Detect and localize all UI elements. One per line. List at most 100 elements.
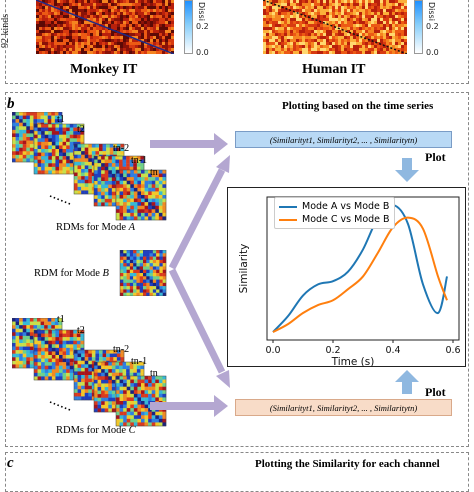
rdm-cell xyxy=(104,408,109,413)
heatmap-cell xyxy=(165,3,168,6)
heatmap-cell xyxy=(141,51,144,54)
heatmap-cell xyxy=(341,18,344,21)
heatmap-cell xyxy=(90,33,93,36)
heatmap-cell xyxy=(374,48,377,51)
heatmap-cell xyxy=(132,18,135,21)
rdm-cell xyxy=(22,353,27,358)
heatmap-cell xyxy=(75,27,78,30)
rdm-cell xyxy=(126,383,131,387)
rdm-cell xyxy=(37,362,42,366)
heatmap-cell xyxy=(138,42,141,45)
rdm-cell xyxy=(119,156,123,160)
heatmap-cell xyxy=(63,6,66,9)
rdm-cell xyxy=(88,396,93,401)
rdm-cell xyxy=(119,166,123,171)
rdm-cell xyxy=(41,163,45,168)
rdm-cell xyxy=(22,332,27,337)
rdm-cell xyxy=(151,418,156,423)
rdm-cell xyxy=(144,376,149,380)
heatmap-cell xyxy=(75,9,78,12)
heatmap-cell xyxy=(90,45,93,48)
heatmap-cell xyxy=(51,36,54,39)
rdm-cell xyxy=(22,360,27,365)
rdm-cell xyxy=(94,397,98,402)
heatmap-cell xyxy=(123,12,126,15)
heatmap-cell xyxy=(168,27,171,30)
heatmap-cell xyxy=(350,3,353,6)
heatmap-cell xyxy=(299,0,302,3)
rdm-cell xyxy=(144,180,149,185)
rdm-cell xyxy=(152,286,157,290)
rdm-cell xyxy=(81,357,85,361)
heatmap-cell xyxy=(168,18,171,21)
rdm-cell xyxy=(15,353,20,358)
rdm-cell xyxy=(137,170,142,174)
rdm-cell xyxy=(19,332,23,337)
rdm-cell xyxy=(69,159,74,164)
heatmap-cell xyxy=(102,21,105,24)
rdm-cell xyxy=(126,156,130,160)
heatmap-cell xyxy=(362,0,365,3)
heatmap-cell xyxy=(302,36,305,39)
heatmap-cell xyxy=(296,21,299,24)
heatmap-cell xyxy=(156,18,159,21)
heatmap-cell xyxy=(117,51,120,54)
rdm-cell xyxy=(81,371,85,376)
heatmap-cell xyxy=(108,12,111,15)
rdm-cell xyxy=(41,141,45,146)
heatmap-cell xyxy=(323,39,326,42)
rdm-cell xyxy=(159,253,163,257)
rdm-cell xyxy=(159,276,163,280)
heatmap-cell xyxy=(404,9,407,12)
heatmap-cell xyxy=(305,6,308,9)
rdm-cell xyxy=(162,276,167,280)
heatmap-cell xyxy=(308,45,311,48)
rdm-cell xyxy=(59,333,63,338)
heatmap-cell xyxy=(60,39,63,42)
rdm-cell xyxy=(51,355,56,359)
rdm-cell xyxy=(152,276,157,280)
rdm-cell xyxy=(69,355,74,359)
rdm-cell xyxy=(141,411,145,416)
heatmap-cell xyxy=(45,12,48,15)
heatmap-cell xyxy=(171,6,174,9)
rdm-cell xyxy=(12,154,16,159)
rdm-cell xyxy=(66,362,70,366)
heatmap-cell xyxy=(299,15,302,18)
rdm-cell xyxy=(151,170,156,174)
heatmap-cell xyxy=(356,48,359,51)
mode-b-caption: RDM for Mode B xyxy=(34,268,109,279)
heatmap-cell xyxy=(335,27,338,30)
rdm-cell xyxy=(81,172,85,177)
rdm-cell xyxy=(44,112,48,116)
rdm-cell xyxy=(66,344,70,349)
rdm-cell xyxy=(74,179,78,184)
heatmap-cell xyxy=(66,33,69,36)
rdm-cell xyxy=(133,276,137,280)
heatmap-cell xyxy=(347,45,350,48)
rdm-cell xyxy=(116,216,120,221)
heatmap-cell xyxy=(380,45,383,48)
heatmap-cell xyxy=(398,27,401,30)
heatmap-cell xyxy=(383,30,386,33)
rdm-cell xyxy=(155,191,160,196)
rdm-cell xyxy=(106,151,110,155)
heatmap-cell xyxy=(392,39,395,42)
heatmap-cell xyxy=(84,12,87,15)
heatmap-cell xyxy=(66,15,69,18)
rdm-cell xyxy=(66,124,70,128)
rdm-cell xyxy=(133,411,138,416)
heatmap-cell xyxy=(39,3,42,6)
heatmap-cell xyxy=(105,24,108,27)
heatmap-cell xyxy=(39,9,42,12)
heatmap-cell xyxy=(311,51,314,54)
heatmap-cell xyxy=(383,18,386,21)
rdm-cell xyxy=(22,364,27,369)
rdm-cell xyxy=(126,422,131,427)
rdm-cell xyxy=(69,369,74,374)
rdm-cell xyxy=(101,397,105,402)
rdm-cell xyxy=(148,180,152,185)
heatmap-cell xyxy=(263,36,266,39)
heatmap-cell xyxy=(66,27,69,30)
rdm-cell xyxy=(115,163,120,167)
